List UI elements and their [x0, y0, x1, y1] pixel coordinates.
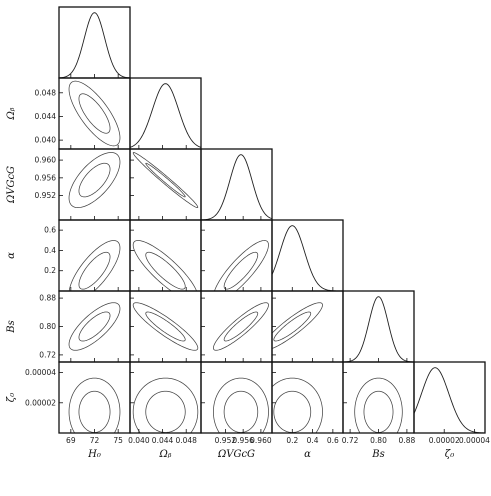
contour-1-sigma-H0-zeta0: [78, 390, 111, 433]
y-tick-label-alpha: 0.4: [44, 246, 56, 255]
contour-2-sigma-Ob-alpha: [132, 240, 197, 291]
contour-1-sigma-H0-Bs: [78, 311, 111, 342]
contour-2-sigma-H0-Bs: [68, 302, 121, 351]
x-tick-label-Bs: 0.72: [342, 436, 359, 445]
y-tick-label-Ob: 0.044: [35, 112, 57, 121]
y-tick-label-Bs: 0.72: [39, 350, 56, 359]
contour-2-sigma-Bs-zeta0: [354, 377, 403, 433]
y-axis-label-zeta0: ζ₀: [6, 393, 17, 402]
x-tick-label-alpha: 0.6: [327, 436, 339, 445]
contour-2-sigma-H0-alpha: [68, 240, 121, 291]
panel-frame-zeta0-Ob: [129, 361, 202, 434]
contour-2-sigma-H0-Ovgcg: [68, 152, 121, 208]
x-axis-label-zeta0: ζ₀: [445, 449, 454, 460]
y-axis-label-Bs: Bs: [6, 320, 17, 333]
contour-1-sigma-alpha-zeta0: [273, 390, 312, 433]
marginal-curve-H0: [59, 12, 130, 78]
panel-frame-Bs-alpha: [271, 290, 344, 363]
contour-2-sigma-Ob-Bs: [132, 302, 199, 351]
x-axis-label-alpha: α: [304, 449, 311, 460]
panel-frame-Bs-Ovgcg: [200, 290, 273, 363]
panel-frame-Ob-H0: [58, 77, 131, 150]
marginal-curve-alpha: [272, 225, 343, 291]
marginal-curve-Ovgcg: [201, 154, 272, 220]
x-tick-label-Bs: 0.88: [399, 436, 416, 445]
contour-1-sigma-Ob-Bs: [145, 311, 186, 342]
contour-1-sigma-Ob-alpha: [145, 251, 186, 290]
y-tick-label-Ovgcg: 0.960: [35, 156, 57, 165]
contour-1-sigma-H0-alpha: [78, 251, 111, 290]
y-tick-label-Ovgcg: 0.956: [35, 173, 57, 182]
panel-frame-zeta0-alpha: [271, 361, 344, 434]
panel-frame-zeta0-Bs: [342, 361, 415, 434]
panel-frame-alpha-alpha: [271, 219, 344, 292]
panel-frame-H0-H0: [58, 6, 131, 79]
contour-2-sigma-alpha-zeta0: [272, 377, 323, 433]
contour-1-sigma-alpha-Bs: [273, 311, 312, 342]
contour-2-sigma-alpha-Bs: [272, 302, 323, 349]
contour-1-sigma-Ob-Ovgcg: [145, 162, 186, 198]
panel-frame-alpha-H0: [58, 219, 131, 292]
x-tick-label-alpha: 0.4: [307, 436, 319, 445]
y-tick-label-zeta0: 0.00004: [25, 368, 56, 377]
y-tick-label-Ovgcg: 0.952: [35, 191, 57, 200]
y-axis-label-Ovgcg: ΩVGcG: [6, 166, 17, 204]
x-axis-label-Ovgcg: ΩVGcG: [217, 449, 255, 460]
contour-2-sigma-Ovgcg-zeta0: [213, 377, 269, 433]
x-tick-label-alpha: 0.2: [286, 436, 298, 445]
y-axis-label-alpha: α: [6, 252, 17, 259]
marginal-curve-Bs: [343, 296, 414, 362]
marginal-curve-zeta0: [414, 367, 485, 433]
x-axis-label-Ob: Ωᵦ: [159, 449, 172, 460]
contour-1-sigma-Ovgcg-Bs: [223, 311, 259, 342]
contour-1-sigma-H0-Ovgcg: [78, 162, 111, 198]
contour-1-sigma-H0-Ob: [78, 93, 111, 134]
x-tick-label-Ovgcg: 0.960: [250, 436, 272, 445]
panel-frame-zeta0-H0: [58, 361, 131, 434]
y-tick-label-zeta0: 0.00002: [25, 398, 56, 407]
y-tick-label-Bs: 0.88: [39, 294, 56, 303]
panel-frame-alpha-Ovgcg: [200, 219, 273, 292]
marginal-curve-Ob: [130, 83, 201, 148]
y-tick-label-Ob: 0.040: [35, 136, 57, 145]
y-axis-label-Ob: Ωᵦ: [6, 107, 17, 120]
x-tick-label-zeta0: 0.00002: [429, 436, 460, 445]
y-tick-label-alpha: 0.6: [44, 226, 56, 235]
x-tick-label-zeta0: 0.00004: [459, 436, 490, 445]
panel-frame-Ovgcg-H0: [58, 148, 131, 221]
contour-2-sigma-Ob-Ovgcg: [132, 152, 199, 208]
panel-frame-zeta0-Ovgcg: [200, 361, 273, 434]
y-tick-label-Ob: 0.048: [35, 88, 57, 97]
y-tick-label-alpha: 0.2: [44, 266, 56, 275]
contour-2-sigma-Ovgcg-alpha: [214, 240, 269, 291]
contour-2-sigma-Ovgcg-Bs: [213, 302, 269, 351]
contour-2-sigma-Ob-zeta0: [132, 377, 199, 433]
x-tick-label-H0: 72: [90, 436, 100, 445]
contour-2-sigma-H0-Ob: [68, 80, 121, 147]
x-tick-label-Ob: 0.044: [152, 436, 174, 445]
panel-frame-Bs-H0: [58, 290, 131, 363]
x-axis-label-H0: H₀: [87, 449, 101, 460]
contour-1-sigma-Ovgcg-alpha: [223, 251, 259, 290]
panel-frame-Bs-Ob: [129, 290, 202, 363]
x-tick-label-H0: 69: [66, 436, 76, 445]
x-tick-label-Bs: 0.80: [370, 436, 387, 445]
contour-1-sigma-Ovgcg-zeta0: [223, 390, 259, 433]
x-tick-label-H0: 75: [113, 436, 123, 445]
contour-1-sigma-Bs-zeta0: [363, 390, 394, 433]
x-axis-label-Bs: Bs: [371, 449, 384, 460]
y-tick-label-Bs: 0.80: [39, 322, 56, 331]
x-tick-label-Ovgcg: 0.956: [232, 436, 254, 445]
x-tick-label-Ob: 0.040: [128, 436, 150, 445]
x-tick-label-Ob: 0.048: [175, 436, 197, 445]
contour-1-sigma-Ob-zeta0: [145, 390, 186, 433]
x-tick-label-Ovgcg: 0.952: [215, 436, 237, 445]
panel-frame-Bs-Bs: [342, 290, 415, 363]
panel-frame-zeta0-zeta0: [413, 361, 486, 434]
contour-2-sigma-H0-zeta0: [68, 377, 121, 433]
